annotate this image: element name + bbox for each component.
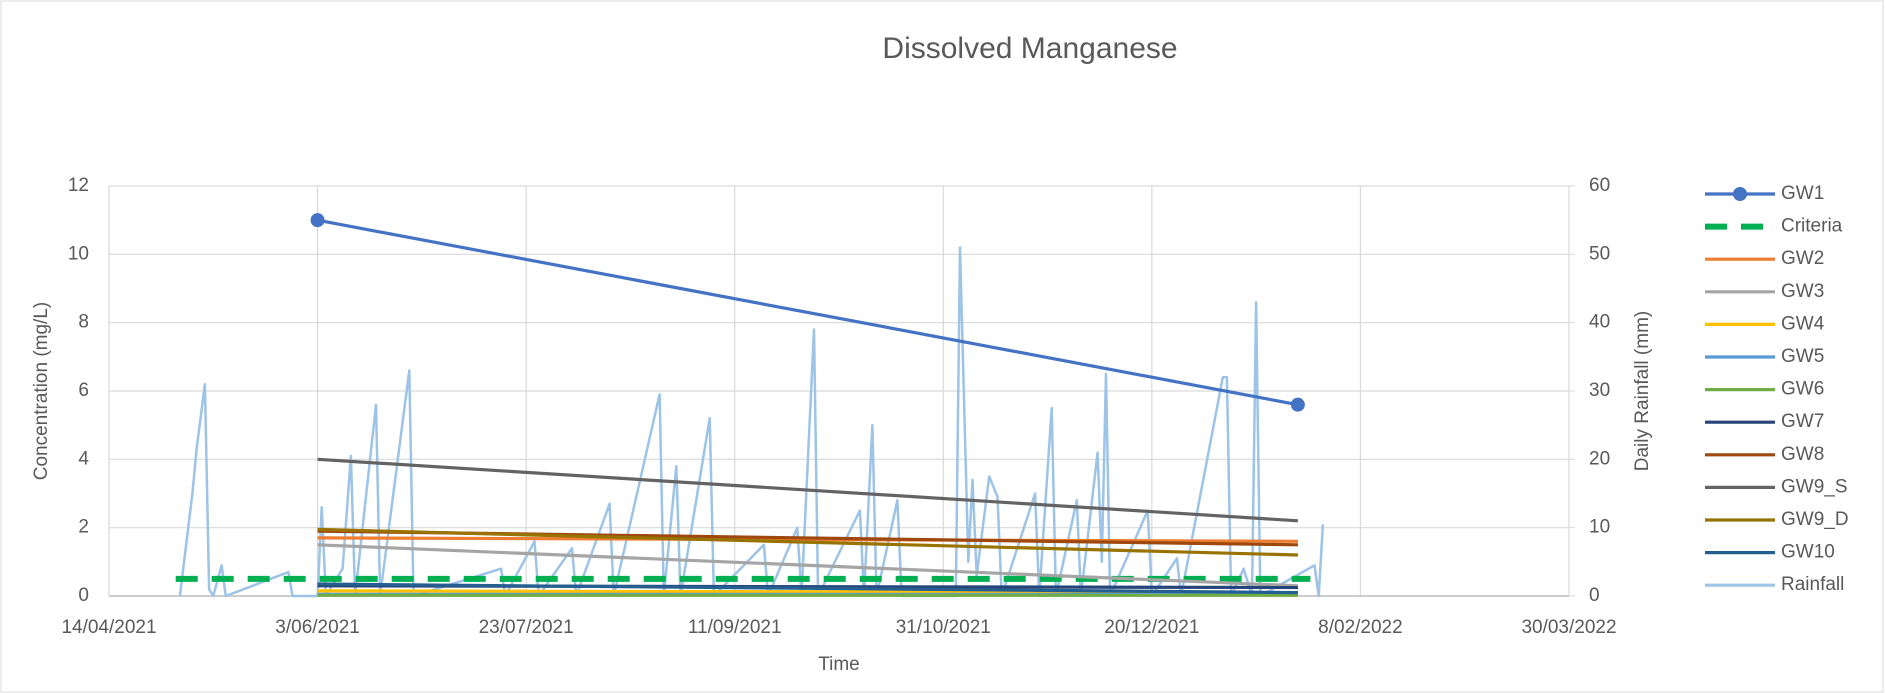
y-axis-title: Concentration (mg/L) (31, 302, 52, 480)
legend-marker (1733, 187, 1747, 201)
x-tick-label: 30/03/2022 (1521, 617, 1616, 638)
legend-label: GW1 (1781, 183, 1824, 204)
y2-tick-label: 50 (1589, 243, 1610, 264)
x-tick-label: 11/09/2021 (688, 617, 782, 638)
y-tick-label: 0 (78, 585, 89, 606)
point-marker (310, 213, 325, 228)
legend-label: GW10 (1781, 542, 1835, 563)
y2-tick-label: 20 (1589, 448, 1610, 469)
y2-tick-label: 0 (1589, 585, 1600, 606)
legend-label: GW8 (1781, 444, 1824, 465)
legend-label: Criteria (1781, 216, 1843, 237)
x-axis-title: Time (818, 654, 860, 675)
series-line (317, 536, 1298, 543)
point-marker (1290, 397, 1305, 412)
legend-label: GW6 (1781, 379, 1824, 400)
series-line (317, 582, 1298, 595)
series-line (317, 457, 1299, 523)
y-tick-label: 12 (68, 175, 89, 196)
legend-label: GW9_S (1781, 476, 1848, 497)
y2-tick-label: 60 (1589, 175, 1610, 196)
legend-label: GW5 (1781, 346, 1824, 367)
x-tick-label: 20/12/2021 (1104, 617, 1199, 638)
y-tick-label: 4 (78, 448, 89, 469)
x-tick-label: 3/06/2021 (275, 617, 360, 638)
y-tick-label: 2 (78, 517, 89, 538)
legend-label: GW2 (1781, 248, 1824, 269)
y-tick-label: 8 (78, 312, 89, 333)
x-tick-label: 14/04/2021 (61, 617, 156, 638)
series-line (317, 218, 1299, 407)
series-line (317, 527, 1298, 557)
legend-label: GW4 (1781, 313, 1825, 334)
legend-label: GW3 (1781, 281, 1824, 302)
x-tick-label: 31/10/2021 (896, 617, 991, 638)
y2-tick-label: 10 (1589, 517, 1610, 538)
y-tick-label: 10 (68, 243, 89, 264)
series-line (178, 246, 1325, 598)
legend-label: GW9_D (1781, 509, 1849, 530)
y2-axis-title: Daily Rainfall (mm) (1632, 311, 1653, 471)
chart-title: Dissolved Manganese (882, 32, 1177, 65)
legend-label: GW7 (1781, 411, 1824, 432)
legend-label: Rainfall (1781, 574, 1844, 595)
y2-tick-label: 40 (1589, 312, 1610, 333)
x-tick-label: 8/02/2022 (1318, 617, 1403, 638)
y-tick-label: 6 (78, 380, 89, 401)
x-tick-label: 23/07/2021 (479, 617, 574, 638)
series-line (317, 543, 1298, 588)
y2-tick-label: 30 (1589, 380, 1610, 401)
